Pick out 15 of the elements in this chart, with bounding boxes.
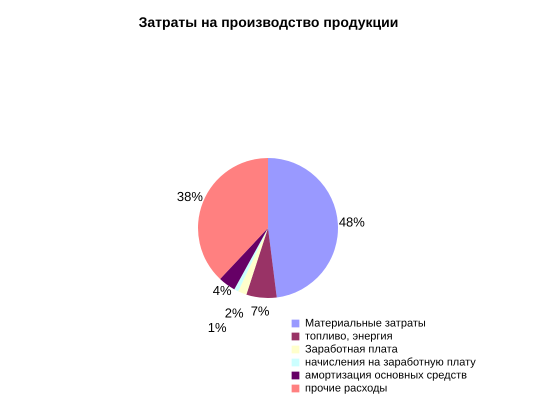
legend-label: прочие расходы: [305, 382, 388, 394]
pie-slice: [246, 228, 277, 298]
legend-label: Материальные затраты: [305, 318, 426, 330]
legend-label: амортизация основных средств: [305, 370, 468, 382]
chart-title: Затраты на производство продукции: [138, 14, 398, 30]
data-label: 48%: [338, 214, 366, 230]
pie-slice: [268, 158, 338, 298]
legend-label: Заработная плата: [305, 344, 399, 356]
legend-label: топливо, энергия: [305, 330, 393, 342]
legend-label: начисления на заработную плату: [305, 356, 476, 368]
data-label: 1%: [208, 320, 227, 335]
data-label: 7%: [250, 304, 270, 319]
data-label: 38%: [176, 189, 204, 204]
data-label: 2%: [224, 306, 244, 321]
data-label: 4%: [212, 283, 232, 298]
